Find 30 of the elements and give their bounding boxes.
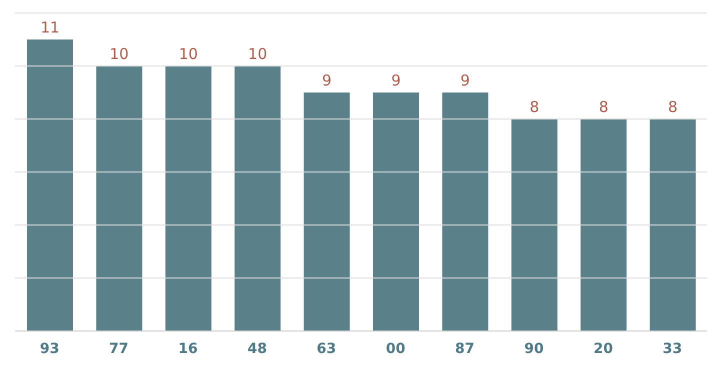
data-label: 10 bbox=[248, 45, 268, 63]
data-label: 9 bbox=[322, 72, 332, 90]
bar bbox=[27, 40, 73, 331]
bar bbox=[373, 92, 419, 331]
data-label: 8 bbox=[598, 98, 608, 116]
x-tick-label: 93 bbox=[40, 340, 60, 357]
x-tick-label: 20 bbox=[593, 340, 614, 357]
data-label: 8 bbox=[668, 98, 678, 116]
data-label: 8 bbox=[530, 98, 540, 116]
data-label: 10 bbox=[110, 45, 129, 63]
bar bbox=[304, 92, 350, 331]
data-label: 11 bbox=[40, 18, 60, 36]
bar bbox=[650, 119, 696, 331]
x-tick-label: 87 bbox=[455, 340, 475, 357]
x-tick-label: 63 bbox=[316, 340, 336, 357]
data-label: 10 bbox=[178, 45, 198, 63]
x-tick-label: 00 bbox=[386, 340, 406, 357]
x-tick-label: 48 bbox=[247, 340, 267, 357]
bar bbox=[234, 66, 281, 331]
bar bbox=[165, 66, 212, 331]
bar bbox=[511, 119, 558, 331]
bar bbox=[442, 92, 488, 331]
x-tick-label: 16 bbox=[178, 340, 198, 357]
x-tick-label: 77 bbox=[109, 340, 129, 357]
x-tick-label: 90 bbox=[524, 340, 544, 357]
x-tick-label: 33 bbox=[662, 340, 682, 357]
bar bbox=[580, 119, 627, 331]
data-label: 9 bbox=[391, 72, 401, 90]
data-label: 9 bbox=[460, 72, 470, 90]
bar bbox=[96, 66, 142, 331]
